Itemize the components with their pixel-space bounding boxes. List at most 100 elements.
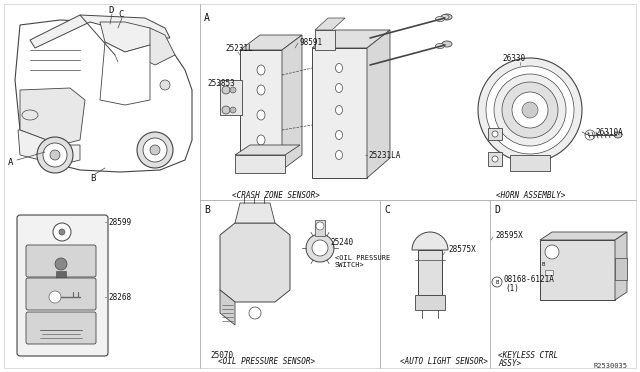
Polygon shape bbox=[312, 30, 390, 48]
Circle shape bbox=[222, 106, 230, 114]
Circle shape bbox=[222, 86, 230, 94]
Bar bbox=[312, 48, 367, 178]
Circle shape bbox=[230, 107, 236, 113]
Ellipse shape bbox=[442, 41, 452, 47]
FancyBboxPatch shape bbox=[26, 245, 96, 277]
Circle shape bbox=[230, 87, 236, 93]
Ellipse shape bbox=[257, 85, 265, 95]
Circle shape bbox=[492, 131, 498, 137]
Text: 98591: 98591 bbox=[300, 38, 323, 46]
Text: <AUTO LIGHT SENSOR>: <AUTO LIGHT SENSOR> bbox=[400, 357, 488, 366]
Bar bbox=[510, 155, 550, 171]
Circle shape bbox=[249, 307, 261, 319]
Bar bbox=[615, 258, 627, 280]
Polygon shape bbox=[615, 232, 627, 300]
Polygon shape bbox=[220, 290, 235, 325]
Circle shape bbox=[545, 245, 559, 259]
Bar bbox=[56, 271, 66, 279]
Polygon shape bbox=[240, 35, 302, 50]
Circle shape bbox=[492, 277, 502, 287]
Polygon shape bbox=[220, 223, 290, 302]
Circle shape bbox=[43, 143, 67, 167]
Polygon shape bbox=[367, 30, 390, 178]
Bar bbox=[235, 155, 285, 173]
Circle shape bbox=[486, 66, 574, 154]
Polygon shape bbox=[30, 15, 170, 48]
Text: 28575X: 28575X bbox=[448, 246, 476, 254]
Ellipse shape bbox=[257, 65, 265, 75]
Text: R2530035: R2530035 bbox=[594, 363, 628, 369]
Circle shape bbox=[502, 82, 558, 138]
Text: B: B bbox=[90, 173, 95, 183]
Text: A: A bbox=[204, 13, 210, 23]
Ellipse shape bbox=[614, 132, 622, 138]
Text: <HORN ASSEMBLY>: <HORN ASSEMBLY> bbox=[496, 190, 565, 199]
FancyBboxPatch shape bbox=[17, 215, 108, 356]
Bar bbox=[488, 128, 502, 140]
Ellipse shape bbox=[257, 110, 265, 120]
Circle shape bbox=[512, 92, 548, 128]
Text: B: B bbox=[204, 205, 210, 215]
Polygon shape bbox=[235, 145, 300, 155]
Wedge shape bbox=[412, 232, 448, 250]
Text: 26310A: 26310A bbox=[595, 128, 623, 137]
Circle shape bbox=[306, 234, 334, 262]
Bar bbox=[220, 80, 242, 115]
Text: <OIL PRESSURE: <OIL PRESSURE bbox=[335, 255, 390, 261]
Text: (1): (1) bbox=[505, 283, 519, 292]
Text: <CRASH ZONE SENSOR>: <CRASH ZONE SENSOR> bbox=[232, 190, 320, 199]
Text: 25231LA: 25231LA bbox=[368, 151, 401, 160]
Circle shape bbox=[316, 222, 324, 230]
Polygon shape bbox=[540, 232, 627, 240]
Polygon shape bbox=[15, 20, 192, 172]
Polygon shape bbox=[130, 28, 175, 65]
Circle shape bbox=[312, 240, 328, 256]
Circle shape bbox=[53, 223, 71, 241]
Circle shape bbox=[494, 74, 566, 146]
Ellipse shape bbox=[257, 135, 265, 145]
Text: 28268: 28268 bbox=[108, 292, 131, 301]
Bar bbox=[540, 240, 615, 300]
Text: SWITCH>: SWITCH> bbox=[335, 262, 365, 268]
Text: 25240: 25240 bbox=[330, 237, 353, 247]
Polygon shape bbox=[282, 35, 302, 170]
Bar bbox=[415, 295, 445, 310]
Bar bbox=[240, 50, 282, 170]
Polygon shape bbox=[315, 18, 345, 30]
Ellipse shape bbox=[442, 14, 452, 20]
Ellipse shape bbox=[435, 44, 445, 48]
Polygon shape bbox=[100, 42, 150, 105]
Ellipse shape bbox=[441, 15, 449, 19]
Text: 28595X: 28595X bbox=[495, 231, 523, 240]
Ellipse shape bbox=[435, 16, 445, 22]
FancyBboxPatch shape bbox=[26, 278, 96, 310]
FancyBboxPatch shape bbox=[26, 312, 96, 344]
Circle shape bbox=[160, 80, 170, 90]
Ellipse shape bbox=[335, 83, 342, 93]
Text: 25070: 25070 bbox=[211, 350, 234, 359]
Text: <OIL PRESSURE SENSOR>: <OIL PRESSURE SENSOR> bbox=[218, 357, 315, 366]
Circle shape bbox=[143, 138, 167, 162]
Polygon shape bbox=[20, 88, 85, 145]
Polygon shape bbox=[18, 130, 80, 165]
Circle shape bbox=[49, 291, 61, 303]
Bar bbox=[315, 220, 325, 236]
Polygon shape bbox=[235, 203, 275, 223]
Ellipse shape bbox=[335, 131, 342, 140]
Circle shape bbox=[522, 102, 538, 118]
Text: 08168-6121A: 08168-6121A bbox=[504, 276, 555, 285]
Bar bbox=[418, 250, 442, 295]
Text: 253853: 253853 bbox=[207, 78, 235, 87]
Text: C: C bbox=[118, 10, 124, 19]
Ellipse shape bbox=[335, 64, 342, 73]
Circle shape bbox=[55, 258, 67, 270]
Bar bbox=[315, 30, 335, 50]
Circle shape bbox=[50, 150, 60, 160]
Text: 25231L: 25231L bbox=[225, 44, 253, 52]
Circle shape bbox=[59, 229, 65, 235]
Circle shape bbox=[137, 132, 173, 168]
Bar bbox=[488, 152, 502, 166]
Text: 26330: 26330 bbox=[502, 54, 525, 62]
Text: C: C bbox=[384, 205, 390, 215]
Ellipse shape bbox=[22, 110, 38, 120]
